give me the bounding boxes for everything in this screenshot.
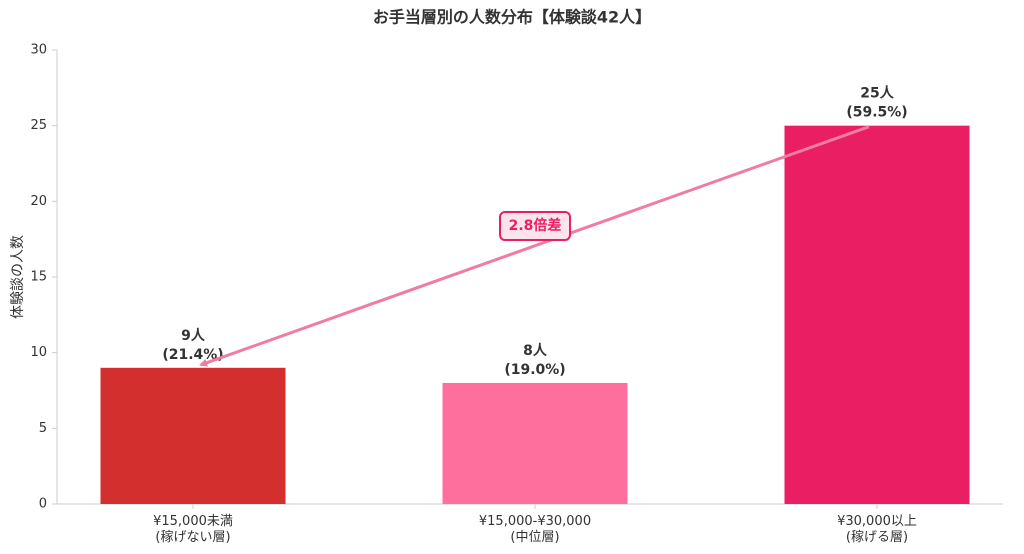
x-tick-label: ¥15,000-¥30,000 (中位層) xyxy=(479,514,591,545)
annotation-box xyxy=(499,211,571,241)
y-tick-label: 15 xyxy=(30,270,47,285)
y-tick-label: 0 xyxy=(39,497,47,512)
y-axis-label: 体験談の人数 xyxy=(10,235,26,319)
bar xyxy=(442,382,628,504)
bar xyxy=(784,125,970,505)
bar xyxy=(100,367,286,504)
value-label: 9人(21.4%) xyxy=(162,327,223,363)
x-tick-label: ¥30,000以上(稼げる層) xyxy=(837,514,917,545)
y-tick-label: 25 xyxy=(30,118,47,133)
y-tick-label: 10 xyxy=(30,345,47,360)
y-tick-label: 20 xyxy=(30,194,47,209)
annotation-arrow xyxy=(199,125,870,367)
value-label: 25人(59.5%) xyxy=(846,85,907,121)
annotation: 2.8倍差 xyxy=(509,217,562,234)
y-tick-label: 30 xyxy=(30,43,47,58)
chart-title: お手当層別の人数分布【体験談42人】 xyxy=(373,8,651,27)
value-label: 8人(19.0%) xyxy=(504,342,565,378)
y-tick-label: 5 xyxy=(39,421,47,436)
x-tick-label: ¥15,000未満(稼げない層) xyxy=(153,514,233,545)
